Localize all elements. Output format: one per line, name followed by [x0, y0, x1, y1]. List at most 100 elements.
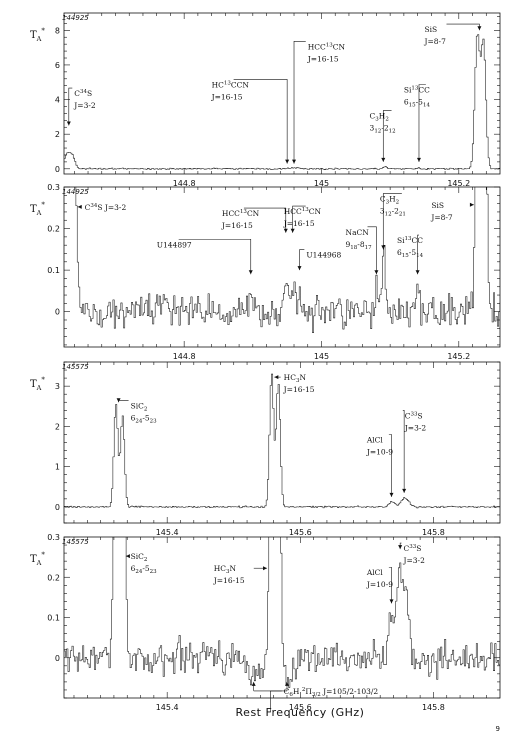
y-tick-label: 0.1 [47, 614, 60, 623]
label-text: SiC2 [131, 401, 148, 412]
line-label: HCC13CN J=16-15 [292, 41, 346, 164]
plot-frame [63, 12, 501, 175]
label-text: 615-514 [404, 98, 431, 109]
label-arrow [381, 157, 386, 162]
y-axis-label: TA* [30, 376, 45, 392]
label-text: SiS [431, 201, 444, 210]
line-label: AlCl J=10-9 [366, 434, 394, 497]
label-arrow [77, 204, 82, 209]
label-arrow [415, 270, 420, 275]
x-tick-label: 145.4 [156, 528, 179, 537]
spectrum-trace [64, 373, 500, 509]
label-text: J=3-2 [73, 101, 96, 110]
y-tick-label: 0.2 [47, 225, 60, 234]
label-arrow [251, 681, 256, 686]
label-text: U144968 [306, 251, 341, 260]
x-tick-label: 145 [314, 179, 329, 188]
x-tick-label: 145.8 [422, 528, 445, 537]
label-text: 624-523 [131, 413, 158, 424]
label-arrow [284, 681, 289, 686]
line-label: C33S J=3-2 [398, 542, 425, 565]
label-text: 312-212 [370, 124, 396, 135]
label-text: AlCl [366, 436, 384, 445]
label-text: AlCl [366, 568, 384, 577]
label-text: J=3-2 [404, 423, 427, 432]
label-leader [299, 249, 305, 271]
x-tick-label: 145 [314, 352, 329, 361]
label-arrow [283, 228, 288, 233]
label-arrow [274, 375, 279, 380]
label-arrow [398, 545, 403, 550]
x-tick-label: 144.8 [173, 352, 196, 361]
label-text: C3H2 [380, 195, 399, 206]
label-arrow [389, 492, 394, 497]
label-text: J=8-7 [430, 213, 453, 222]
label-text: C34S [74, 89, 92, 98]
y-tick-label: 3 [55, 382, 60, 391]
label-text: SiS [424, 25, 437, 34]
y-tick-label: 6 [55, 61, 60, 70]
label-text: Si13CC [404, 86, 430, 95]
label-text: J=16-15 [283, 219, 315, 228]
label-text: 312-221 [380, 207, 406, 218]
label-arrow [290, 228, 295, 233]
line-label: NaCN 918-817 [346, 226, 379, 275]
label-leader [402, 410, 405, 493]
label-arrow [381, 245, 386, 250]
x-tick-label: 145.4 [156, 703, 179, 712]
line-label: Si13CC 615-514 [397, 234, 424, 275]
y-tick-label: 0 [55, 165, 60, 174]
line-label: HCC13CN J=16-15 [221, 207, 288, 233]
plot-frame [63, 186, 501, 348]
y-tick-label: 0 [55, 503, 60, 512]
label-leader [382, 193, 402, 250]
label-leader [388, 566, 392, 604]
label-text: HCC13CN [308, 42, 346, 51]
line-label: U144897 [157, 238, 253, 275]
label-arrow [292, 159, 297, 164]
x-tick-label: 145.2 [447, 179, 470, 188]
panel-id: 144925 [62, 14, 89, 22]
label-text: J=10-9 [366, 448, 393, 457]
y-tick-label: 2 [55, 130, 60, 139]
label-leader [446, 23, 480, 31]
label-leader [388, 434, 392, 497]
label-arrow [477, 26, 482, 31]
line-label: SiS J=8-7 [423, 23, 482, 46]
y-tick-label: 8 [55, 26, 60, 35]
label-text: 615-514 [397, 248, 424, 259]
label-arrow [389, 599, 394, 604]
line-label: HCC13CN J=16-15 [283, 205, 322, 233]
label-text: NaCN [346, 228, 370, 237]
spectrum-trace [75, 187, 500, 334]
line-label: HC13CCN J=16-15 [211, 79, 290, 164]
label-arrow [125, 554, 130, 559]
label-text: J=16-15 [221, 221, 253, 230]
page-number: 9 [496, 725, 500, 733]
label-leader [418, 84, 426, 162]
line-label: C33S J=3-2 [402, 410, 427, 493]
label-arrow [66, 121, 71, 126]
label-text: HCC13CN [222, 209, 260, 218]
label-text: HC3N [284, 373, 307, 384]
y-tick-label: 0.2 [47, 573, 60, 582]
label-leader [118, 399, 129, 403]
label-text: HCC13CN [284, 207, 322, 216]
panel-id: 145575 [62, 363, 89, 371]
label-text: J=16-15 [283, 385, 315, 394]
label-leader [233, 79, 288, 164]
label-text: Si13CC [397, 236, 423, 245]
label-arrow [116, 398, 121, 403]
y-tick-label: 0.3 [47, 533, 60, 542]
line-label: Si13CC 615-514 [404, 84, 431, 162]
label-arrow [263, 566, 268, 571]
line-label: U144968 [297, 249, 342, 271]
label-text: U144897 [157, 240, 192, 249]
y-axis-label: TA* [30, 27, 45, 43]
label-text: J=10-9 [366, 580, 393, 589]
